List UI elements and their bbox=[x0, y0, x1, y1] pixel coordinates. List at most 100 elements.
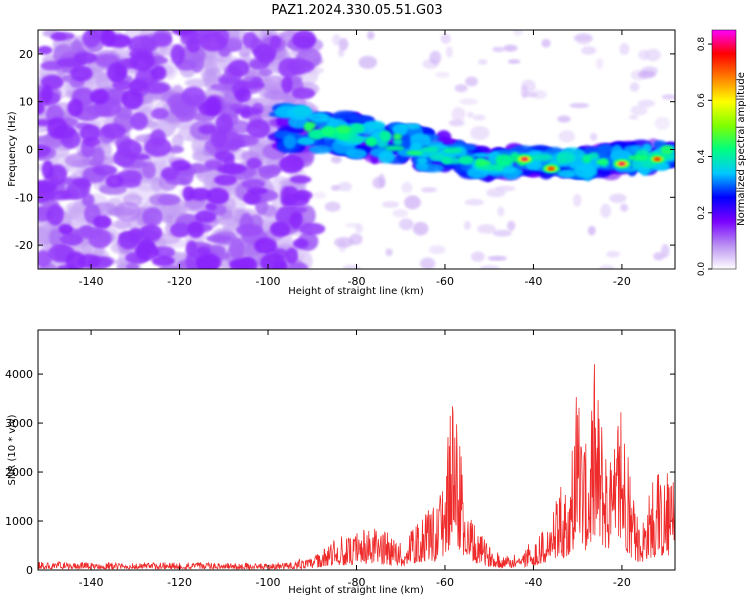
heatmap-cell bbox=[620, 203, 629, 212]
heatmap-cells bbox=[38, 30, 675, 269]
heatmap-cell bbox=[298, 222, 326, 236]
heatmap-cell bbox=[345, 148, 367, 160]
heatmap-cell bbox=[106, 62, 128, 83]
heatmap-cell bbox=[215, 113, 233, 135]
heatmap-cell bbox=[117, 139, 142, 159]
heatmap-cell bbox=[465, 76, 478, 87]
heatmap-cell bbox=[392, 209, 409, 218]
heatmap-cell bbox=[330, 155, 342, 164]
heatmap-cell bbox=[214, 150, 235, 163]
heatmap-cell bbox=[581, 46, 597, 55]
colorbar-gradient bbox=[711, 29, 737, 270]
heatmap-cell bbox=[305, 121, 317, 130]
heatmap-cell bbox=[270, 221, 291, 237]
heatmap-cell bbox=[342, 264, 361, 269]
heatmap-cell bbox=[50, 32, 67, 41]
heatmap-cell bbox=[65, 251, 86, 269]
spectrogram-xlabel: Height of straight line (km) bbox=[288, 286, 424, 297]
heatmap-cell bbox=[171, 134, 184, 149]
y-tick-label: -20 bbox=[15, 239, 33, 252]
heatmap-cell bbox=[596, 159, 608, 165]
colorbar: 0.0 0.2 0.4 0.6 0.8 Normalized spectral ampl… bbox=[697, 29, 747, 276]
heatmap-cell bbox=[38, 144, 52, 158]
heatmap-cell bbox=[399, 218, 414, 231]
heatmap-cell bbox=[227, 59, 250, 77]
heatmap-cell bbox=[106, 34, 132, 48]
y-tick-label: -10 bbox=[15, 191, 33, 204]
heatmap-cell bbox=[372, 176, 386, 189]
heatmap-cell bbox=[59, 233, 84, 246]
heatmap-cell bbox=[430, 153, 446, 161]
heatmap-cell bbox=[629, 114, 639, 120]
x-tick-label: -120 bbox=[167, 576, 192, 589]
heatmap-cell bbox=[279, 154, 305, 174]
heatmap-cell bbox=[272, 260, 288, 269]
heatmap-cell bbox=[547, 166, 555, 171]
heatmap-cell bbox=[41, 160, 54, 180]
heatmap-cell bbox=[338, 38, 349, 51]
heatmap-cell bbox=[475, 159, 491, 166]
heatmap-cell bbox=[629, 82, 640, 92]
heatmap-cell bbox=[324, 201, 341, 212]
heatmap-cell bbox=[171, 222, 191, 237]
heatmap-cell bbox=[72, 177, 90, 186]
heatmap-cell bbox=[479, 265, 500, 269]
heatmap-cell bbox=[420, 187, 438, 193]
heatmap-cell bbox=[236, 223, 264, 237]
heatmap-cell bbox=[38, 102, 45, 115]
heatmap-cell bbox=[246, 119, 271, 139]
heatmap-cell bbox=[168, 145, 184, 154]
heatmap-cell bbox=[64, 153, 92, 168]
heatmap-cell bbox=[240, 109, 252, 119]
heatmap-cell bbox=[142, 207, 163, 227]
heatmap-cell bbox=[229, 237, 245, 260]
heatmap-cell bbox=[308, 144, 333, 154]
heatmap-cell bbox=[478, 59, 488, 65]
heatmap-cell bbox=[377, 140, 389, 149]
x-tick-label: -100 bbox=[256, 576, 281, 589]
heatmap-cell bbox=[421, 146, 440, 153]
heatmap-cell bbox=[654, 116, 670, 130]
heatmap-cell bbox=[162, 214, 174, 223]
heatmap-cell bbox=[400, 123, 421, 130]
heatmap-cell bbox=[150, 65, 167, 81]
heatmap-cell bbox=[415, 162, 429, 172]
heatmap-cell bbox=[100, 123, 126, 139]
x-tick-label: -20 bbox=[613, 576, 631, 589]
x-tick-label: -20 bbox=[613, 275, 631, 288]
heatmap-cell bbox=[392, 133, 402, 140]
heatmap-cell bbox=[595, 57, 604, 70]
heatmap-cell bbox=[121, 89, 144, 110]
heatmap-cell bbox=[610, 149, 631, 162]
heatmap-cell bbox=[137, 238, 156, 257]
snr-ylabel: SNR (10 * v/v) bbox=[7, 414, 18, 485]
heatmap-cell bbox=[365, 138, 376, 146]
heatmap-cell bbox=[355, 223, 363, 234]
y-tick-label: 10 bbox=[19, 96, 33, 109]
heatmap-cell bbox=[464, 220, 471, 230]
colorbar-tick-label: 0.6 bbox=[697, 93, 707, 108]
heatmap-cell bbox=[600, 203, 612, 218]
heatmap-cell bbox=[139, 224, 163, 241]
heatmap-cell bbox=[182, 186, 195, 201]
heatmap-cell bbox=[186, 36, 201, 53]
heatmap-cell bbox=[38, 180, 58, 193]
heatmap-cell bbox=[242, 31, 258, 49]
heatmap-cell bbox=[472, 114, 486, 121]
snr-axes: -140 -120 -100 -80 -60 -40 -20 0 1000 2000 3000 400… bbox=[5, 330, 675, 589]
heatmap-cell bbox=[492, 46, 505, 53]
heatmap-cell bbox=[285, 247, 299, 265]
y-tick-label: 3000 bbox=[5, 417, 33, 430]
heatmap-cell bbox=[190, 30, 220, 38]
heatmap-cell bbox=[153, 246, 176, 259]
heatmap-cell bbox=[440, 33, 451, 44]
heatmap-cell bbox=[619, 43, 630, 55]
heatmap-cell bbox=[497, 206, 505, 217]
heatmap-cell bbox=[89, 88, 109, 105]
heatmap-cell bbox=[143, 82, 170, 94]
heatmap-cell bbox=[151, 107, 169, 120]
heatmap-cell bbox=[67, 98, 84, 118]
heatmap-cell bbox=[289, 175, 312, 184]
heatmap-cell bbox=[379, 130, 392, 142]
